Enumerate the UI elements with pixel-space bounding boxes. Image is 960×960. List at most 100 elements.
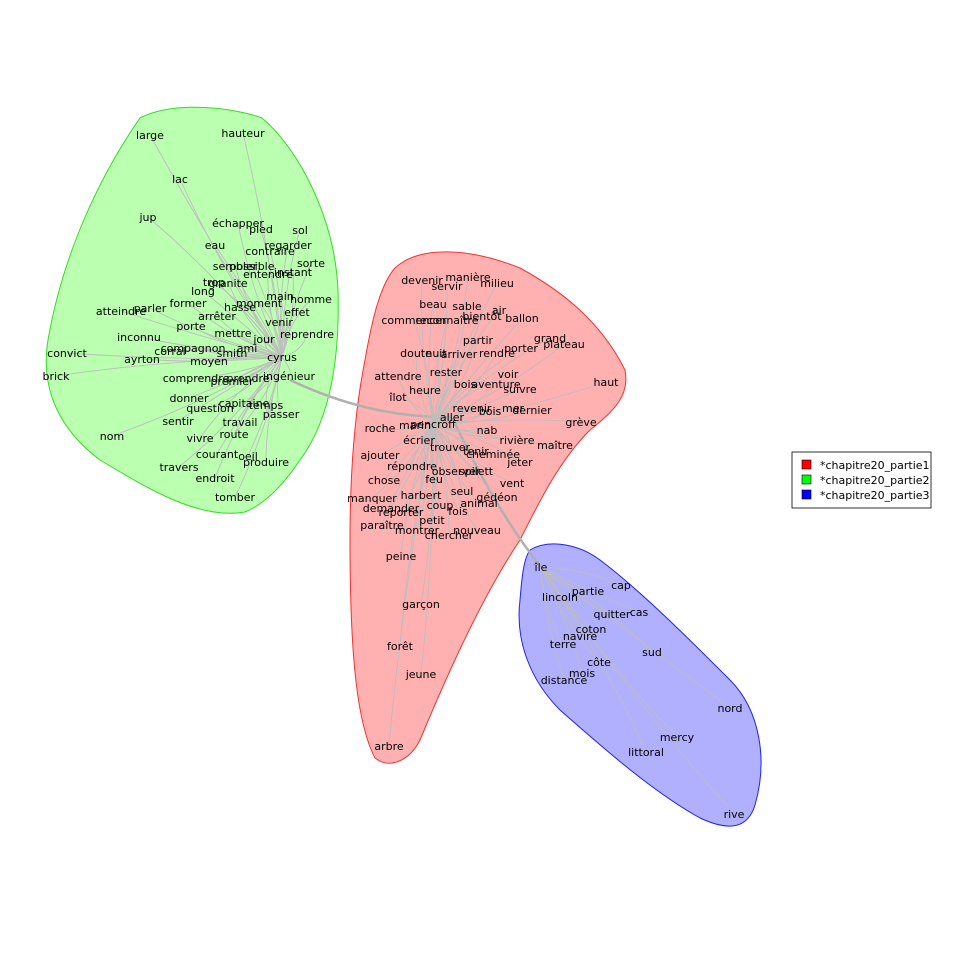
word-edge bbox=[209, 356, 283, 409]
word-label: bois bbox=[454, 378, 477, 391]
word-label: mercy bbox=[660, 731, 695, 744]
word-label: chercher bbox=[425, 529, 474, 542]
word-label: large bbox=[136, 129, 164, 142]
word-edge bbox=[214, 356, 283, 479]
word-label: sud bbox=[642, 646, 662, 659]
word-edge bbox=[169, 349, 283, 358]
word-label: atteindre bbox=[96, 305, 146, 318]
word-label: reconnaître bbox=[416, 314, 479, 327]
word-edge bbox=[147, 216, 283, 358]
word-edge bbox=[267, 273, 283, 358]
word-label: hasse bbox=[224, 301, 256, 314]
word-label: cheminée bbox=[466, 448, 520, 461]
word-edge bbox=[281, 311, 298, 358]
word-label: partie bbox=[572, 585, 605, 598]
word-label: mettre bbox=[214, 327, 251, 340]
word-label: ingénieur bbox=[263, 370, 316, 383]
word-edge bbox=[432, 409, 533, 425]
word-edge bbox=[432, 423, 521, 463]
word-label: trop bbox=[203, 276, 225, 289]
word-edge bbox=[428, 303, 434, 425]
word-edge bbox=[281, 333, 308, 358]
word-label: arbre bbox=[374, 740, 404, 753]
word-label: possible bbox=[229, 260, 274, 273]
word-edge bbox=[199, 356, 283, 439]
word-label: jeune bbox=[405, 668, 437, 681]
word-edge bbox=[233, 356, 283, 435]
word-edge bbox=[188, 356, 283, 399]
word-label: nuit bbox=[425, 347, 447, 360]
word-edge bbox=[237, 222, 283, 358]
word-label: revenir bbox=[453, 402, 492, 415]
word-edge bbox=[432, 407, 514, 425]
word-label: contraire bbox=[245, 245, 295, 258]
word-label: compagnon bbox=[161, 342, 226, 355]
word-label: reprendre bbox=[280, 328, 334, 341]
word-edge bbox=[420, 423, 434, 675]
word-label: granite bbox=[208, 277, 248, 290]
word-label: coup bbox=[427, 499, 454, 512]
word-label: smith bbox=[217, 347, 248, 360]
legend-swatch-partie3 bbox=[801, 489, 812, 500]
word-edge bbox=[432, 423, 450, 536]
word-edge bbox=[432, 419, 582, 425]
word-label: porter bbox=[504, 342, 538, 355]
word-label: venir bbox=[265, 316, 293, 329]
word-edge bbox=[141, 356, 283, 362]
word-label: pied bbox=[249, 223, 273, 236]
word-label: homme bbox=[290, 293, 332, 306]
word-edge bbox=[432, 381, 607, 425]
word-label: lac bbox=[172, 173, 188, 186]
legend-label-partie1: *chapitre20_partie1 bbox=[820, 459, 930, 472]
word-label: brick bbox=[43, 370, 71, 383]
word-label: cyrus bbox=[267, 351, 297, 364]
word-label: rendre bbox=[479, 347, 515, 360]
word-label: gédéon bbox=[476, 491, 517, 504]
word-label: vent bbox=[500, 477, 525, 490]
legend-box bbox=[791, 451, 932, 509]
word-label: route bbox=[219, 428, 248, 441]
word-edge bbox=[540, 566, 735, 815]
word-edge bbox=[278, 321, 286, 358]
word-edge bbox=[242, 132, 283, 358]
word-label: hauteur bbox=[221, 127, 265, 140]
word-label: manquer bbox=[347, 492, 397, 505]
word-label: grand bbox=[534, 332, 566, 345]
word-label: écrier bbox=[403, 434, 435, 447]
cluster-hull-partie1 bbox=[349, 251, 627, 764]
word-label: île bbox=[534, 561, 548, 574]
word-edge bbox=[432, 388, 521, 425]
word-label: travers bbox=[159, 461, 198, 474]
word-label: répondre bbox=[387, 460, 437, 473]
word-label: oeil bbox=[238, 450, 258, 463]
word-edge bbox=[413, 319, 434, 425]
word-label: travail bbox=[223, 416, 258, 429]
word-label: quitter bbox=[594, 608, 631, 621]
word-edge bbox=[383, 423, 434, 481]
word-label: animal bbox=[460, 497, 497, 510]
word-label: courant bbox=[196, 448, 239, 461]
word-label: nord bbox=[717, 702, 742, 715]
legend-swatch-partie2 bbox=[801, 474, 812, 485]
word-label: cap bbox=[611, 579, 631, 592]
legend-label-partie3: *chapitre20_partie3 bbox=[820, 489, 930, 502]
word-label: air bbox=[492, 304, 507, 317]
word-label: endroit bbox=[195, 472, 235, 485]
word-edge bbox=[432, 423, 556, 446]
word-edge bbox=[280, 244, 289, 358]
word-label: côte bbox=[587, 656, 611, 669]
word-label: roche bbox=[365, 422, 396, 435]
word-label: temps bbox=[249, 399, 284, 412]
word-label: comprendre bbox=[163, 372, 230, 385]
word-label: milieu bbox=[480, 277, 514, 290]
word-label: trouver bbox=[430, 441, 471, 454]
word-label: rester bbox=[430, 366, 463, 379]
word-edge bbox=[239, 306, 283, 358]
word-label: partir bbox=[463, 334, 494, 347]
word-label: maître bbox=[537, 439, 573, 452]
word-edge bbox=[400, 423, 434, 557]
word-label: seul bbox=[451, 485, 474, 498]
word-label: dernier bbox=[512, 404, 552, 417]
word-label: aller bbox=[440, 411, 465, 424]
legend-label-partie2: *chapitre20_partie2 bbox=[820, 474, 930, 487]
